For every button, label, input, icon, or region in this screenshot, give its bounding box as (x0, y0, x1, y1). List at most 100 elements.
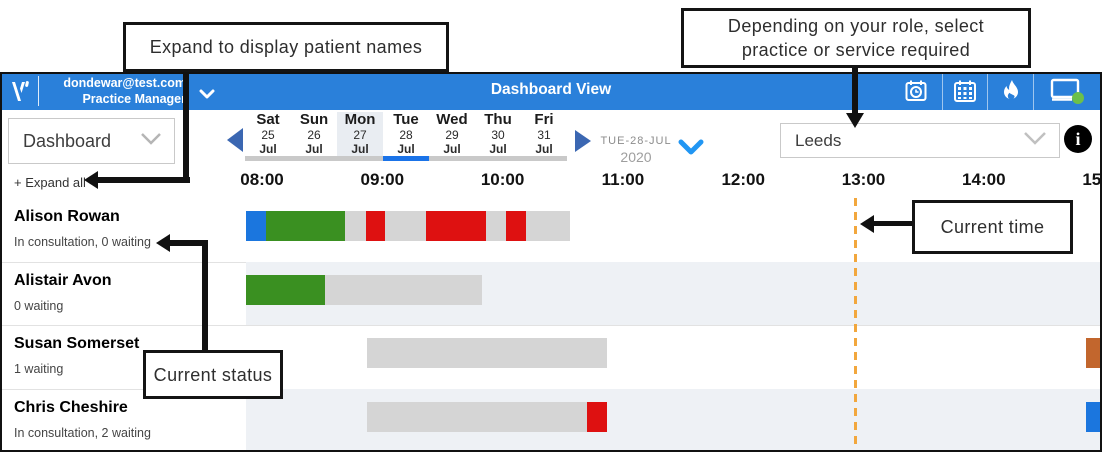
arrowhead-left-icon (860, 215, 874, 233)
appointment-segment-red[interactable] (506, 211, 526, 241)
appointment-segment-brown[interactable] (1086, 338, 1100, 368)
appointment-segment-gray[interactable] (345, 211, 366, 241)
practitioner-name[interactable]: Chris Cheshire (14, 398, 128, 416)
day-name: Mon (344, 111, 376, 128)
hour-label: 12:00 (721, 170, 765, 189)
day-name: Tue (393, 111, 419, 128)
chevron-down-icon (140, 132, 162, 150)
annotation-current-status-text: Current status (153, 364, 273, 385)
day-name: Sun (299, 111, 329, 128)
user-info: dondewar@test.com Practice Manager (44, 75, 186, 107)
row-separator (0, 325, 1102, 326)
day-num: 27 (353, 128, 367, 142)
hour-label: 09:00 (360, 170, 405, 189)
day-num: 25 (261, 128, 275, 142)
day-num: 26 (307, 128, 321, 142)
appointment-segment-green[interactable] (266, 211, 345, 241)
appointment-segment-gray[interactable] (367, 401, 587, 432)
week-day-tue[interactable]: Tue 28 Jul (383, 112, 429, 157)
day-name: Fri (534, 111, 554, 128)
app-logo-icon (5, 75, 35, 107)
day-num: 28 (399, 128, 413, 142)
view-selector-value: Dashboard (23, 130, 112, 151)
selected-date-text: TUE-28-JUL (600, 135, 672, 147)
appointment-segment-gray[interactable] (325, 274, 482, 305)
annotation-current-status: Current status (143, 350, 283, 399)
next-week-arrow[interactable] (575, 130, 591, 152)
annotation-connector (852, 62, 858, 114)
annotation-current-time: Current time (912, 200, 1073, 254)
flame-icon[interactable] (987, 72, 1033, 110)
practitioner-name[interactable]: Alistair Avon (14, 271, 112, 289)
practice-selector-value: Leeds (795, 130, 842, 150)
appointment-segment-red[interactable] (366, 211, 385, 241)
hour-label: 08:00 (240, 170, 284, 189)
page-title: Dashboard View (490, 81, 612, 98)
user-menu-chevron-down-icon[interactable] (199, 86, 215, 104)
appointment-segment-green[interactable] (246, 274, 325, 305)
annotation-role-note-line1: Depending on your role, select (727, 16, 985, 36)
view-selector-dropdown[interactable]: Dashboard (8, 118, 175, 164)
annotation-role-note: Depending on your role, select practice … (681, 8, 1031, 68)
header-divider (38, 76, 39, 106)
user-email: dondewar@test.com (63, 76, 186, 90)
annotation-expand-note-text: Expand to display patient names (149, 37, 423, 57)
day-mon: Jul (535, 142, 553, 156)
practitioner-name[interactable]: Susan Somerset (14, 335, 140, 352)
selected-day-underline (383, 156, 429, 161)
previous-week-arrow[interactable] (227, 128, 243, 152)
week-day-wed[interactable]: Wed 29 Jul (429, 112, 475, 157)
appointment-segment-red[interactable] (587, 401, 607, 432)
week-day-sun[interactable]: Sun 26 Jul (291, 112, 337, 157)
hour-label: 11:00 (601, 170, 645, 189)
user-role: Practice Manager (82, 92, 186, 106)
week-day-thu[interactable]: Thu 30 Jul (475, 112, 521, 157)
chevron-down-icon (1023, 131, 1047, 150)
annotation-connector (874, 221, 912, 226)
week-day-sat[interactable]: Sat 25 Jul (245, 112, 291, 157)
week-day-fri[interactable]: Fri 31 Jul (521, 112, 567, 157)
expand-all-link[interactable]: + Expand all (14, 175, 86, 190)
appointment-segment-gray[interactable] (486, 211, 506, 241)
appointment-segment-blue[interactable] (246, 211, 266, 241)
appointment-segment-gray[interactable] (385, 211, 426, 241)
hour-label: 10:00 (480, 170, 525, 189)
day-num: 31 (537, 128, 551, 142)
calendar-icon[interactable] (942, 72, 987, 110)
diary-clock-icon[interactable] (890, 72, 942, 110)
appointment-segment-red[interactable] (426, 211, 486, 241)
practitioner-name[interactable]: Alison Rowan (14, 208, 120, 225)
selected-date: TUE-28-JUL 2020 (592, 135, 680, 165)
day-name: Wed (436, 111, 468, 128)
week-day-mon[interactable]: Mon 27 Jul (337, 112, 383, 157)
practice-selector-dropdown[interactable]: Leeds (780, 123, 1060, 158)
day-mon: Jul (397, 142, 415, 156)
day-mon: Jul (259, 142, 277, 156)
day-mon: Jul (443, 142, 461, 156)
monitor-status-icon[interactable] (1033, 72, 1102, 110)
practitioner-status: In consultation, 0 waiting (14, 235, 151, 249)
annotation-connector (202, 243, 208, 350)
hour-label: 14:00 (962, 170, 1006, 189)
annotation-role-note-line2: practice or service required (741, 40, 971, 60)
day-num: 29 (445, 128, 459, 142)
annotation-connector (98, 177, 190, 183)
practitioner-status: 0 waiting (14, 298, 64, 313)
day-name: Sat (256, 111, 280, 128)
appointment-segment-gray[interactable] (367, 338, 607, 368)
appointment-segment-blue[interactable] (1086, 401, 1100, 432)
hour-label: 15:00 (1082, 170, 1102, 189)
app-header: dondewar@test.com Practice Manager Dashb… (0, 72, 1102, 110)
day-mon: Jul (305, 142, 323, 156)
day-mon: Jul (489, 142, 507, 156)
practitioner-status: In consultation, 2 waiting (14, 425, 151, 440)
day-num: 30 (491, 128, 505, 142)
arrowhead-down-icon (846, 113, 864, 128)
appointment-segment-gray[interactable] (526, 211, 570, 241)
date-picker-chevron-down-icon[interactable] (678, 139, 704, 161)
day-name: Thu (484, 111, 512, 128)
annotation-connector (183, 66, 189, 183)
info-icon[interactable] (1064, 125, 1092, 153)
arrowhead-left-icon (156, 234, 170, 252)
